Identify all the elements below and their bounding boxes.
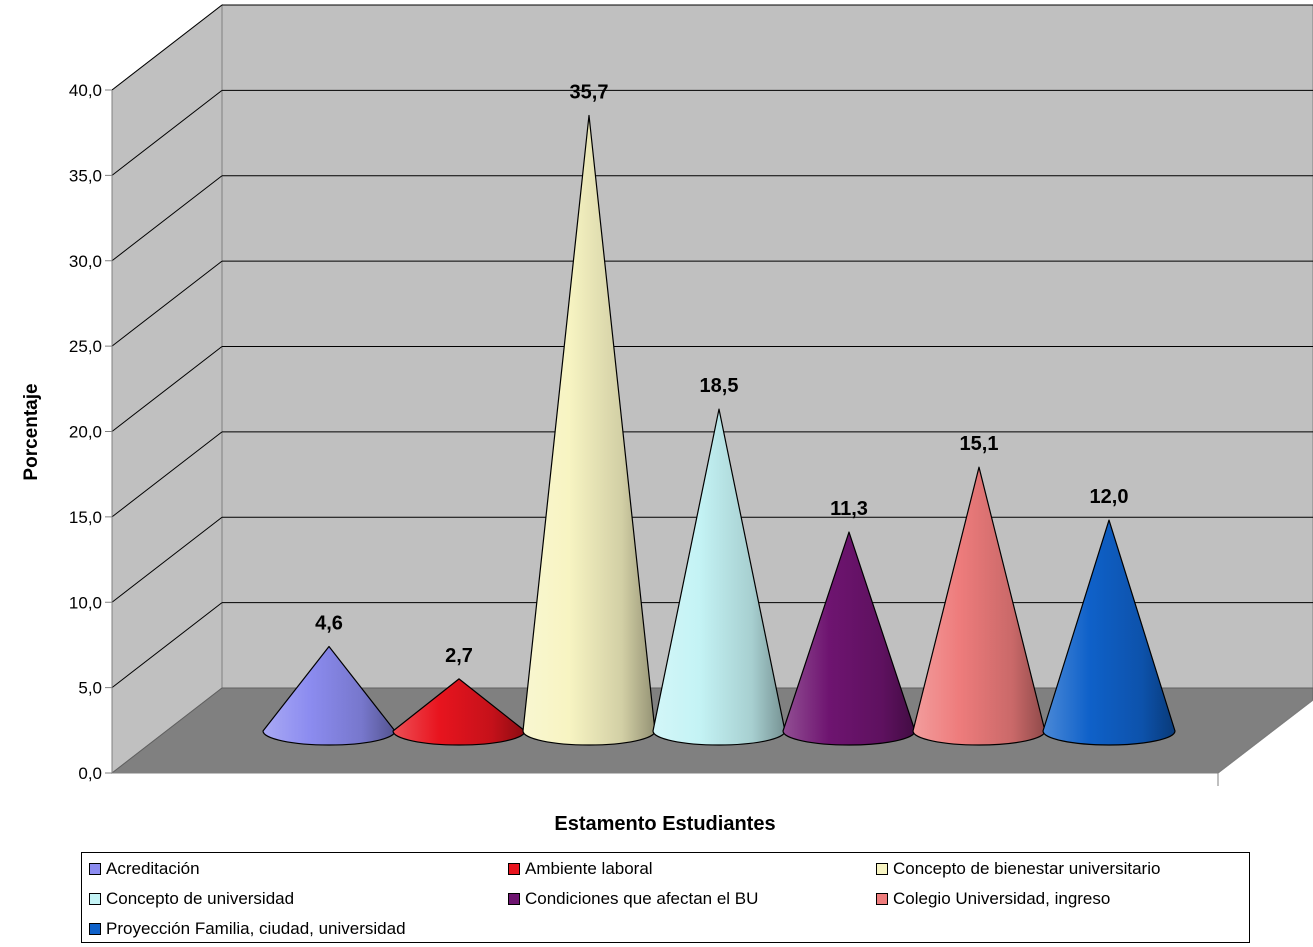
x-axis-title: Estamento Estudiantes [554, 813, 775, 835]
legend-swatch [89, 923, 101, 935]
cone-4 [652, 408, 786, 746]
legend-label: Concepto de universidad [106, 889, 295, 908]
data-label-4: 18,5 [700, 375, 739, 397]
data-label-6: 15,1 [960, 433, 999, 455]
data-label-2: 2,7 [445, 645, 473, 667]
legend-swatch [89, 863, 101, 875]
legend-swatch [508, 863, 520, 875]
legend-swatch [876, 863, 888, 875]
legend-item: Acreditación [89, 857, 200, 881]
data-labels: 4,6 2,7 35,7 18,5 11,3 15,1 12,0 [315, 81, 1128, 666]
legend-item: Concepto de bienestar universitario [876, 857, 1160, 881]
y-tick-label: 25,0 [69, 337, 102, 356]
gridline-side [111, 4, 223, 91]
legend-item: Ambiente laboral [508, 857, 653, 881]
cone-1 [262, 645, 396, 746]
data-label-3: 35,7 [570, 81, 609, 103]
y-tick-label: 30,0 [69, 252, 102, 271]
data-label-7: 12,0 [1090, 486, 1129, 508]
legend-swatch [876, 893, 888, 905]
cones [262, 114, 1176, 746]
y-tick-labels: 0,0 5,0 10,0 15,0 20,0 25,0 30,0 35,0 40,0 [69, 81, 112, 783]
legend-label: Condiciones que afectan el BU [525, 889, 759, 908]
gridline-side [111, 260, 223, 347]
y-tick-label: 15,0 [69, 508, 102, 527]
gridline-side [111, 602, 223, 689]
cone-5 [782, 531, 916, 746]
floor-front-edge [1217, 699, 1313, 774]
legend-label: Ambiente laboral [525, 859, 653, 878]
y-tick-label: 20,0 [69, 423, 102, 442]
legend-label: Acreditación [106, 859, 200, 878]
cone-7 [1042, 519, 1176, 746]
legend-label: Colegio Universidad, ingreso [893, 889, 1111, 908]
legend-swatch [508, 893, 520, 905]
data-label-5: 11,3 [830, 498, 868, 520]
cone-2 [392, 678, 526, 746]
y-tick-label: 35,0 [69, 166, 102, 185]
gridline-side [111, 346, 223, 432]
y-tick-label: 5,0 [78, 679, 102, 698]
legend: Acreditación Ambiente laboral Concepto de … [81, 852, 1250, 943]
legend-label: Concepto de bienestar universitario [893, 859, 1161, 878]
y-tick-label: 0,0 [78, 764, 102, 783]
y-tick-label: 10,0 [69, 593, 102, 612]
gridline-side [111, 431, 223, 518]
gridline-side [111, 89, 223, 176]
legend-item: Concepto de universidad [89, 887, 294, 911]
cone-6 [912, 466, 1046, 746]
legend-swatch [89, 893, 101, 905]
legend-item: Condiciones que afectan el BU [508, 887, 758, 911]
gridline-side [111, 175, 223, 262]
legend-item: Proyección Familia, ciudad, universidad [89, 917, 406, 941]
gridline-side [111, 516, 223, 603]
y-axis-title: Porcentaje [21, 383, 42, 480]
legend-item: Colegio Universidad, ingreso [876, 887, 1110, 911]
data-label-1: 4,6 [315, 612, 343, 634]
y-tick-label: 40,0 [69, 81, 102, 100]
legend-label: Proyección Familia, ciudad, universidad [106, 919, 406, 938]
cone-3 [522, 114, 656, 746]
